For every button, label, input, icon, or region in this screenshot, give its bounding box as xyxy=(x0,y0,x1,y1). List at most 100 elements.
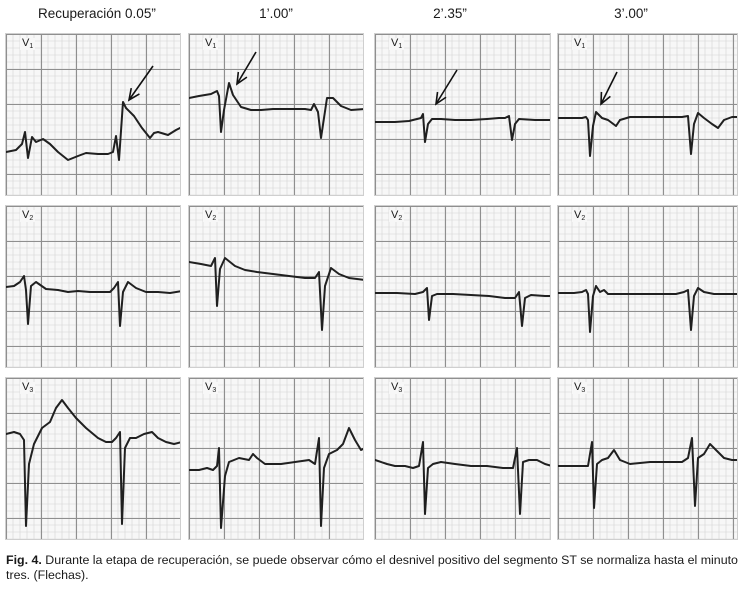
ecg-trace xyxy=(6,275,180,327)
lead-number: 1 xyxy=(212,43,217,50)
ecg-panel-v2-rec-0-05: V2 xyxy=(5,205,181,368)
ecg-strip xyxy=(558,34,737,195)
minor-grid xyxy=(6,206,180,367)
ecg-trace xyxy=(558,437,737,509)
ecg-trace xyxy=(189,257,363,331)
lead-letter: V xyxy=(22,381,30,393)
ecg-panel-v1-min-3-00: V1 xyxy=(557,33,738,196)
lead-number: 3 xyxy=(29,387,34,394)
ecg-trace xyxy=(189,427,363,529)
minor-grid xyxy=(189,34,363,195)
major-grid xyxy=(6,378,180,539)
minor-grid xyxy=(6,34,180,195)
lead-number: 2 xyxy=(29,215,34,222)
major-grid xyxy=(558,206,737,367)
caption-label: Fig. 4. xyxy=(6,553,42,567)
ecg-strip xyxy=(375,206,550,367)
lead-number: 2 xyxy=(398,215,403,222)
ecg-strip xyxy=(189,206,363,367)
st-segment-arrow xyxy=(600,71,618,106)
ecg-strip xyxy=(6,34,180,195)
lead-number: 2 xyxy=(212,215,217,222)
ecg-panel-v3-rec-0-05: V3 xyxy=(5,377,181,540)
lead-letter: V xyxy=(391,37,399,49)
lead-number: 1 xyxy=(581,43,586,50)
ecg-panel-v2-min-1-00: V2 xyxy=(188,205,364,368)
lead-letter: V xyxy=(574,37,582,49)
ecg-strip xyxy=(375,378,550,539)
lead-number: 3 xyxy=(212,387,217,394)
major-grid xyxy=(558,378,737,539)
lead-letter: V xyxy=(22,37,30,49)
ecg-trace xyxy=(375,287,550,327)
ecg-strip xyxy=(375,34,550,195)
ecg-strip xyxy=(6,378,180,539)
lead-letter: V xyxy=(22,209,30,221)
lead-label-v2: V2 xyxy=(572,209,588,222)
ecg-strip xyxy=(189,378,363,539)
major-grid xyxy=(375,206,550,367)
ecg-trace xyxy=(6,399,180,527)
minor-grid xyxy=(189,206,363,367)
ecg-trace xyxy=(375,113,550,143)
lead-letter: V xyxy=(205,209,213,221)
lead-label-v3: V3 xyxy=(20,381,36,394)
lead-label-v1: V1 xyxy=(389,37,405,50)
minor-grid xyxy=(6,378,180,539)
minor-grid xyxy=(558,206,737,367)
ecg-panel-v3-min-3-00: V3 xyxy=(557,377,738,540)
major-grid xyxy=(6,34,180,195)
major-grid xyxy=(189,378,363,539)
lead-letter: V xyxy=(205,381,213,393)
major-grid xyxy=(558,34,737,195)
ecg-panel-v1-rec-0-05: V1 xyxy=(5,33,181,196)
lead-label-v1: V1 xyxy=(572,37,588,50)
st-segment-arrow xyxy=(127,65,154,102)
ecg-panel-v3-min-1-00: V3 xyxy=(188,377,364,540)
ecg-panel-v1-min-1-00: V1 xyxy=(188,33,364,196)
ecg-trace xyxy=(6,101,180,161)
lead-number: 2 xyxy=(581,215,586,222)
lead-label-v3: V3 xyxy=(203,381,219,394)
figure-caption: Fig. 4. Durante la etapa de recuperación… xyxy=(6,553,740,583)
ecg-panel-v1-min-2-35: V1 xyxy=(374,33,551,196)
minor-grid xyxy=(558,34,737,195)
lead-letter: V xyxy=(391,209,399,221)
major-grid xyxy=(375,378,550,539)
ecg-strip xyxy=(558,378,737,539)
ecg-panel-v2-min-3-00: V2 xyxy=(557,205,738,368)
minor-grid xyxy=(375,34,550,195)
lead-letter: V xyxy=(574,209,582,221)
ecg-strip xyxy=(189,34,363,195)
major-grid xyxy=(375,34,550,195)
minor-grid xyxy=(189,378,363,539)
lead-label-v2: V2 xyxy=(203,209,219,222)
ecg-trace xyxy=(558,111,737,157)
lead-label-v1: V1 xyxy=(20,37,36,50)
lead-number: 1 xyxy=(398,43,403,50)
ecg-strip xyxy=(6,206,180,367)
minor-grid xyxy=(375,378,550,539)
ecg-trace xyxy=(189,82,363,139)
lead-number: 3 xyxy=(581,387,586,394)
major-grid xyxy=(6,206,180,367)
major-grid xyxy=(189,206,363,367)
minor-grid xyxy=(375,206,550,367)
column-title-2-35: 2’.35” xyxy=(433,6,467,21)
ecg-trace xyxy=(558,285,737,333)
column-title-1-00: 1’.00” xyxy=(259,6,293,21)
lead-label-v3: V3 xyxy=(389,381,405,394)
ecg-trace xyxy=(375,441,550,515)
lead-letter: V xyxy=(391,381,399,393)
column-title-recovery-0-05: Recuperación 0.05” xyxy=(38,6,156,21)
lead-label-v2: V2 xyxy=(389,209,405,222)
lead-letter: V xyxy=(574,381,582,393)
lead-letter: V xyxy=(205,37,213,49)
major-grid xyxy=(189,34,363,195)
ecg-strip xyxy=(558,206,737,367)
lead-label-v3: V3 xyxy=(572,381,588,394)
st-segment-arrow xyxy=(236,51,257,86)
caption-text: Durante la etapa de recuperación, se pue… xyxy=(6,553,738,582)
ecg-panel-v2-min-2-35: V2 xyxy=(374,205,551,368)
minor-grid xyxy=(558,378,737,539)
